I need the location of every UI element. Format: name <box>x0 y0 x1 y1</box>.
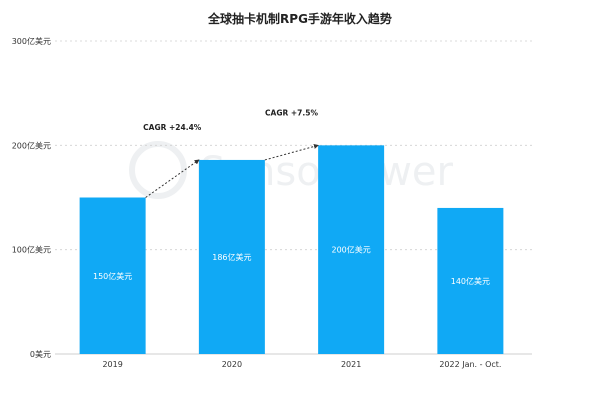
x-tick-label: 2020 <box>222 360 242 369</box>
x-tick-label: 2021 <box>341 360 361 369</box>
y-tick-label: 0美元 <box>30 349 51 359</box>
bar <box>318 145 385 354</box>
bar-value-label: 140亿美元 <box>451 276 490 286</box>
bar-value-label: 150亿美元 <box>93 271 132 281</box>
bar <box>437 207 504 354</box>
cagr-label: CAGR +24.4% <box>143 123 202 132</box>
chart-title: 全球抽卡机制RPG手游年收入趋势 <box>208 12 392 26</box>
y-tick-label: 200亿美元 <box>12 140 51 150</box>
bar <box>198 159 265 354</box>
cagr-trend-arrow <box>264 144 319 161</box>
x-tick-label: 2019 <box>102 360 122 369</box>
x-tick-label: 2022 Jan. - Oct. <box>439 360 501 369</box>
bar <box>79 197 146 354</box>
cagr-label: CAGR +7.5% <box>265 108 318 117</box>
y-tick-label: 100亿美元 <box>12 245 51 255</box>
bar-value-label: 186亿美元 <box>212 252 251 262</box>
bar-value-label: 200亿美元 <box>331 245 370 255</box>
y-tick-label: 300亿美元 <box>12 36 51 46</box>
cagr-trend-arrow <box>145 159 200 198</box>
watermark-logo-icon <box>129 141 187 199</box>
